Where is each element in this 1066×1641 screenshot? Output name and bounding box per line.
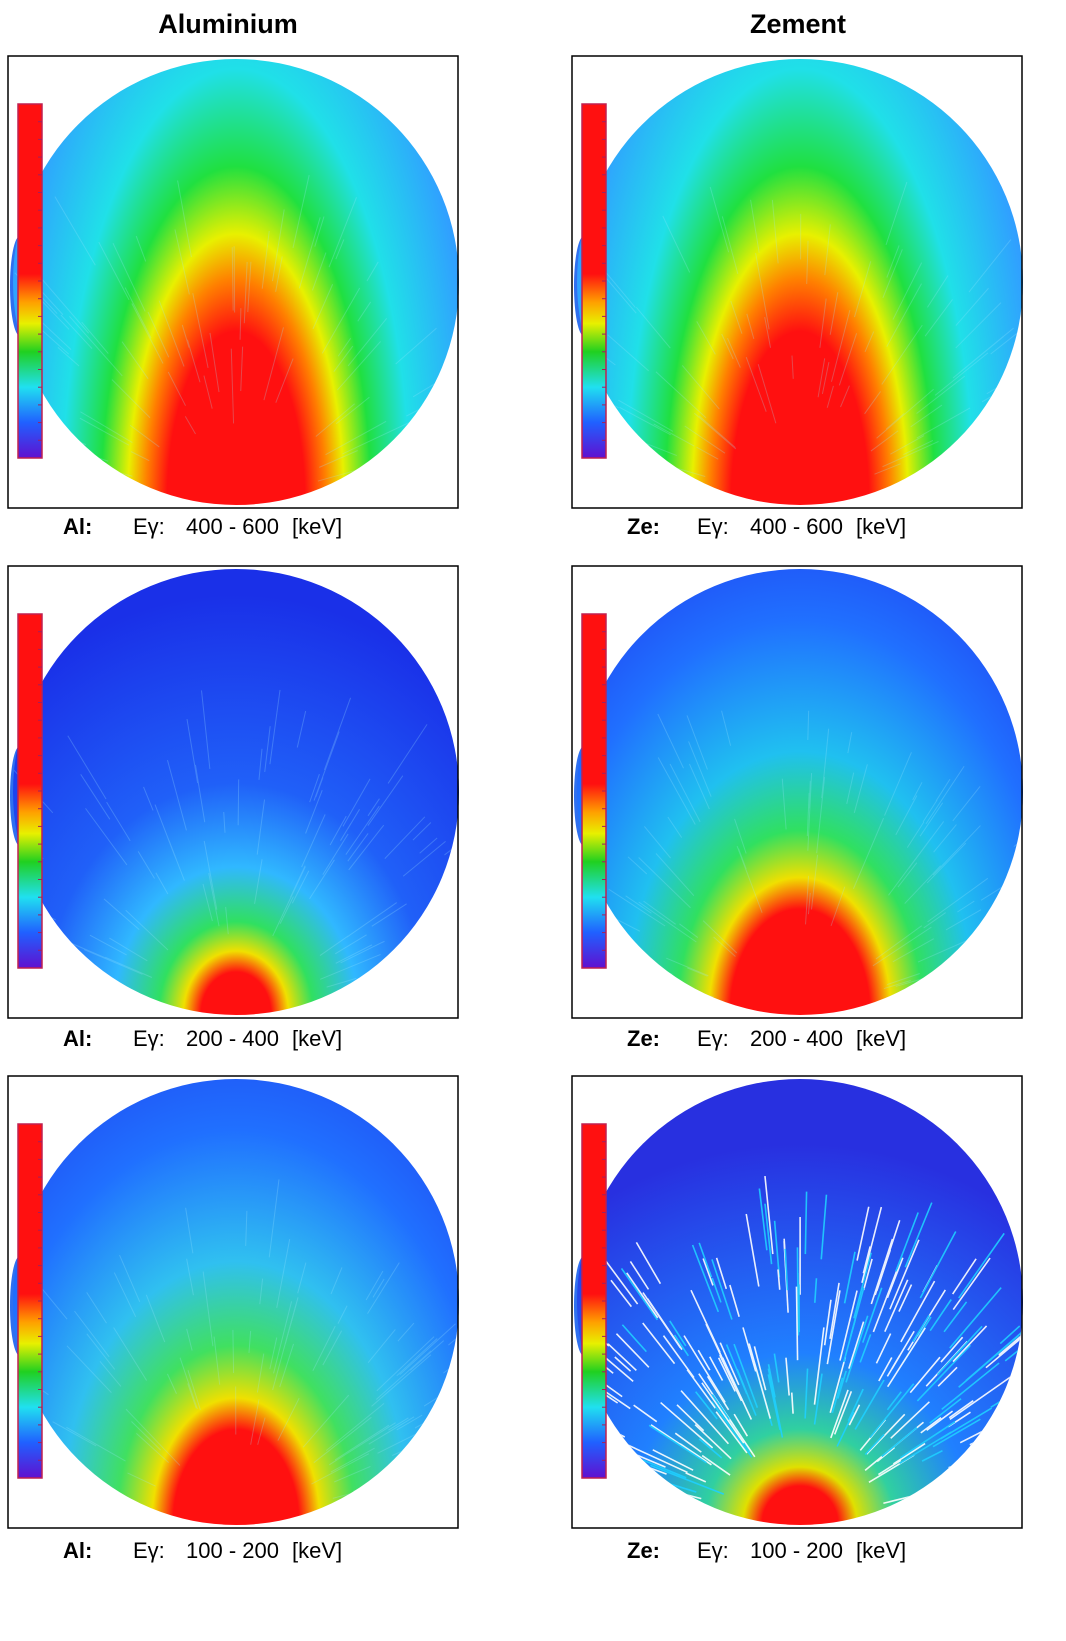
- streak: [1037, 1425, 1066, 1448]
- streak: [494, 935, 550, 949]
- caption-quantity: Eγ:: [697, 1026, 729, 1051]
- intensity-map: [13, 569, 459, 1015]
- streak: [547, 1473, 571, 1478]
- streak: [461, 947, 534, 961]
- intensity-map: [577, 569, 1023, 1015]
- streak: [1030, 389, 1059, 402]
- streak: [0, 1419, 3, 1439]
- streak: [0, 372, 1, 385]
- streak: [1020, 1480, 1055, 1486]
- streak: [1059, 416, 1066, 423]
- caption-quantity: Eγ:: [697, 514, 729, 539]
- intensity-map: [13, 1079, 459, 1525]
- caption-quantity: Eγ:: [133, 1538, 165, 1563]
- caption-material: Ze:: [627, 1026, 660, 1051]
- caption-range: 400 - 600: [186, 514, 279, 539]
- panel: Al: Eγ: 100 - 200 [keV]: [0, 1076, 508, 1563]
- caption-unit: [keV]: [292, 1538, 342, 1563]
- caption-range: 100 - 200: [186, 1538, 279, 1563]
- caption-unit: [keV]: [292, 1026, 342, 1051]
- caption-range: 200 - 400: [186, 1026, 279, 1051]
- panel: Al: Eγ: 400 - 600 [keV]: [0, 56, 534, 539]
- streak: [1029, 1371, 1064, 1391]
- streak: [455, 395, 516, 419]
- caption-unit: [keV]: [856, 514, 906, 539]
- streak: [238, 779, 239, 825]
- caption-quantity: Eγ:: [697, 1538, 729, 1563]
- streak: [1037, 1367, 1066, 1391]
- streak: [1049, 1429, 1066, 1451]
- streak: [1019, 1403, 1053, 1419]
- caption-unit: [keV]: [856, 1026, 906, 1051]
- streak: [478, 1443, 507, 1452]
- streak: [1060, 1465, 1066, 1474]
- streak: [543, 1378, 562, 1389]
- streak: [465, 350, 530, 384]
- panel: Ze: Eγ: 100 - 200 [keV]: [493, 1076, 1066, 1563]
- caption-unit: [keV]: [856, 1538, 906, 1563]
- panel: Ze: Eγ: 400 - 600 [keV]: [485, 56, 1066, 539]
- streak: [796, 1287, 797, 1361]
- caption-material: Ze:: [627, 514, 660, 539]
- caption-quantity: Eγ:: [133, 514, 165, 539]
- streak: [1062, 1433, 1066, 1452]
- streak: [1053, 1399, 1066, 1418]
- column-title: Aluminium: [158, 9, 298, 39]
- caption-material: Ze:: [627, 1538, 660, 1563]
- caption-material: Al:: [63, 1538, 92, 1563]
- streak: [478, 379, 534, 402]
- streak: [1046, 1421, 1066, 1441]
- streak: [495, 445, 527, 451]
- streak: [495, 1444, 559, 1461]
- streak: [1025, 1369, 1066, 1402]
- streak: [233, 1330, 234, 1373]
- column-title: Zement: [750, 9, 846, 39]
- streak: [459, 349, 529, 386]
- caption-material: Al:: [63, 514, 92, 539]
- streak: [1049, 934, 1066, 951]
- streak: [1031, 890, 1066, 915]
- panel: Ze: Eγ: 200 - 400 [keV]: [461, 566, 1066, 1051]
- streak: [542, 1476, 568, 1481]
- streak: [458, 944, 532, 962]
- streak: [485, 453, 556, 465]
- streak: [1035, 350, 1066, 368]
- streak: [1020, 351, 1066, 388]
- caption-unit: [keV]: [292, 514, 342, 539]
- streak: [459, 425, 502, 438]
- figure: Aluminium Zement Al:Eγ:400 - 600[keV]Ze:…: [0, 0, 1066, 1641]
- intensity-map: [577, 59, 1023, 505]
- streak: [502, 360, 563, 390]
- caption-quantity: Eγ:: [133, 1026, 165, 1051]
- streak: [521, 936, 565, 948]
- caption-material: Al:: [63, 1026, 92, 1051]
- streak: [1022, 1425, 1051, 1436]
- streak: [493, 1398, 555, 1423]
- intensity-map: [13, 59, 459, 505]
- streak: [519, 1472, 547, 1477]
- panel: Al: Eγ: 200 - 400 [keV]: [0, 566, 532, 1051]
- caption-range: 200 - 400: [750, 1026, 843, 1051]
- caption-range: 400 - 600: [750, 514, 843, 539]
- streak: [538, 428, 576, 439]
- streak: [1016, 928, 1066, 944]
- caption-range: 100 - 200: [750, 1538, 843, 1563]
- streak: [1051, 1455, 1066, 1465]
